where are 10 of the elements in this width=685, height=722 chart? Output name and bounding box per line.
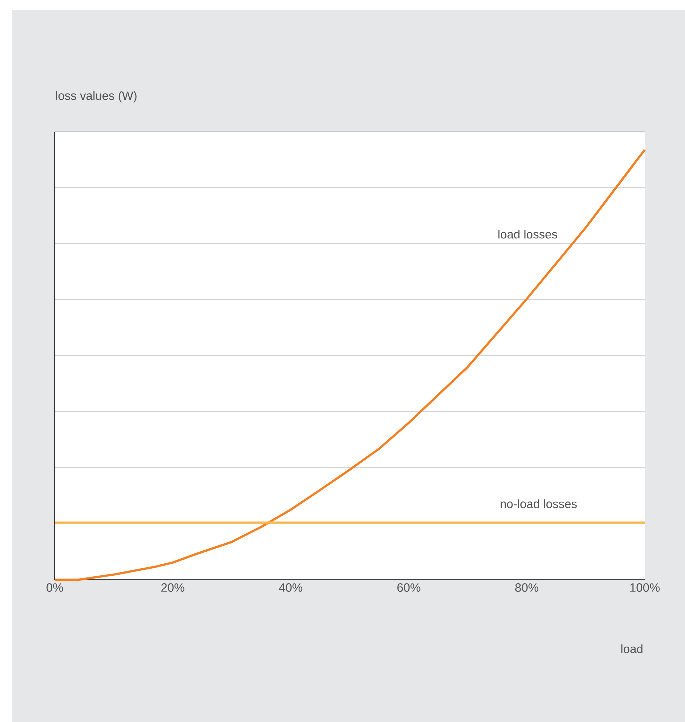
series-label: no-load losses bbox=[500, 500, 578, 508]
x-tick-label: 0% bbox=[46, 584, 64, 592]
x-tick-label: 60% bbox=[398, 584, 421, 592]
series-label: load losses bbox=[498, 230, 558, 239]
x-tick-label: 20% bbox=[162, 584, 185, 592]
x-tick-label: 40% bbox=[279, 584, 303, 592]
x-axis-title: load bbox=[622, 644, 643, 654]
x-tick-label: 100% bbox=[630, 584, 660, 592]
y-axis-title: loss values (W) bbox=[56, 91, 137, 103]
x-tick-label: 80% bbox=[516, 584, 539, 592]
